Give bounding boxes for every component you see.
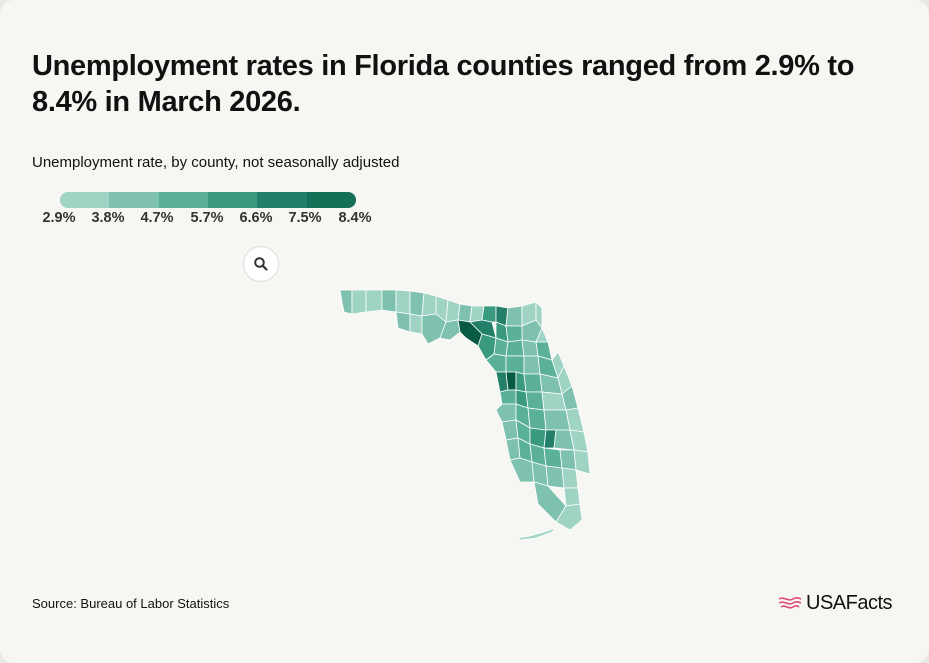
county-shape: [381, 289, 397, 313]
legend-swatch-1: [60, 192, 110, 208]
county-shape: [523, 355, 541, 375]
county-shape: [505, 305, 523, 327]
county-shape: [543, 447, 563, 469]
legend-swatch-2: [109, 192, 159, 208]
county-shape: [509, 457, 535, 483]
legend-label: 3.8%: [91, 210, 125, 226]
county-shape: [499, 389, 517, 405]
legend-label: 6.6%: [239, 210, 273, 226]
county-shape: [409, 313, 423, 335]
legend-swatch-4: [207, 192, 258, 208]
county-shape: [421, 292, 437, 317]
county-shape: [521, 339, 539, 357]
county-shape: [457, 303, 473, 323]
legend-label: 2.9%: [42, 210, 76, 226]
county-shape: [439, 319, 461, 341]
legend-label: 8.4%: [338, 210, 372, 226]
county-shape: [481, 305, 497, 323]
county-shape: [365, 289, 383, 313]
legend-swatch-5: [257, 192, 307, 208]
county-shape: [527, 407, 547, 431]
usafacts-logo[interactable]: USAFacts: [778, 592, 893, 615]
page-title: Unemployment rates in Florida counties r…: [32, 50, 855, 118]
legend-color-scale: [60, 192, 356, 208]
logo-text: USAFacts: [806, 592, 893, 614]
county-shape: [505, 325, 523, 343]
source-note: Source: Bureau of Labor Statistics: [32, 596, 230, 611]
florida-county-map[interactable]: [330, 282, 610, 544]
county-shape: [339, 289, 353, 315]
county-shape: [543, 409, 571, 431]
county-shape: [563, 487, 581, 507]
county-shape: [523, 373, 543, 393]
county-shape: [561, 467, 579, 489]
county-shape: [525, 391, 545, 411]
county-shape: [505, 355, 525, 375]
county-shape: [495, 403, 517, 423]
county-shape: [545, 465, 565, 489]
legend-swatch-3: [158, 192, 208, 208]
county-shape: [517, 527, 557, 541]
legend-swatch-6: [306, 192, 356, 208]
search-icon: [254, 257, 268, 271]
county-shape: [573, 449, 591, 475]
usa-flag-icon: [778, 596, 802, 609]
county-shape: [505, 339, 525, 357]
legend-label: 5.7%: [190, 210, 224, 226]
county-shape: [395, 289, 411, 315]
county-shape: [395, 311, 411, 333]
county-shape: [505, 437, 521, 461]
county-shape: [559, 449, 577, 471]
county-shape: [351, 289, 367, 315]
legend-label: 7.5%: [288, 210, 322, 226]
county-shape: [409, 290, 425, 317]
legend-label: 4.7%: [140, 210, 174, 226]
map-subtitle: Unemployment rate, by county, not season…: [32, 154, 400, 171]
county-shape: [501, 419, 519, 441]
county-shape: [505, 371, 517, 391]
county-shape: [555, 503, 583, 531]
zoom-button[interactable]: [243, 246, 279, 282]
